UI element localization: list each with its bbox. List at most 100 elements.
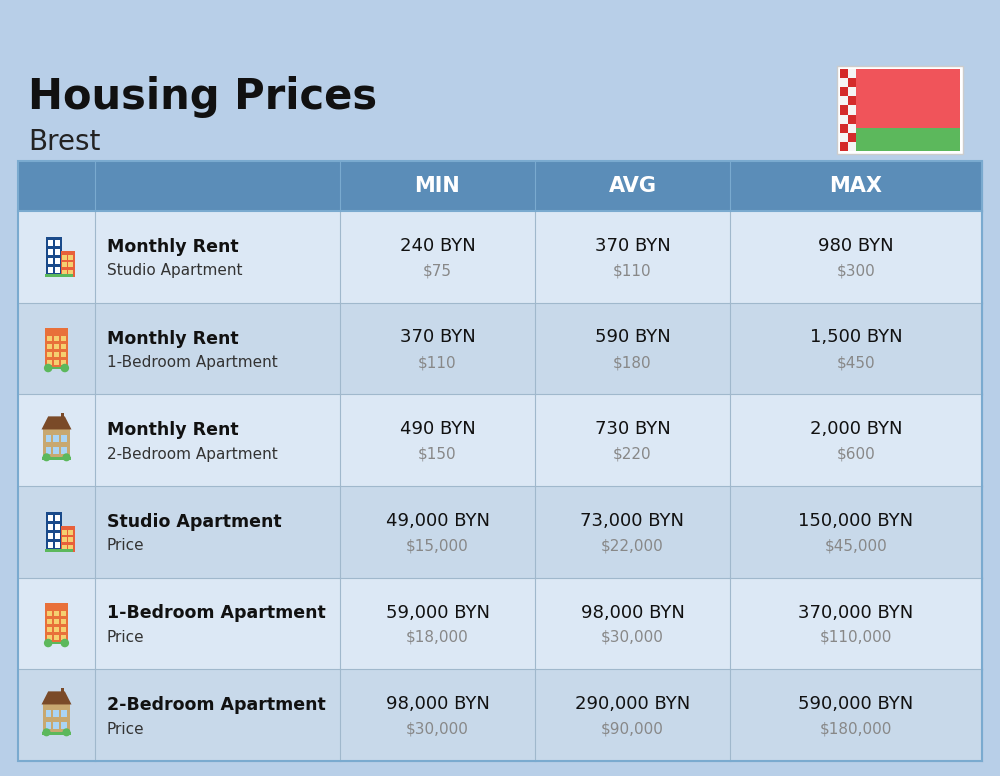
FancyBboxPatch shape — [68, 255, 73, 260]
FancyBboxPatch shape — [47, 636, 52, 640]
FancyBboxPatch shape — [45, 549, 73, 552]
Text: Monthly Rent: Monthly Rent — [107, 421, 239, 439]
FancyBboxPatch shape — [53, 709, 59, 717]
FancyBboxPatch shape — [61, 360, 66, 365]
Circle shape — [61, 365, 68, 372]
Circle shape — [43, 454, 50, 461]
Text: $18,000: $18,000 — [406, 630, 469, 645]
FancyBboxPatch shape — [61, 611, 66, 616]
FancyBboxPatch shape — [47, 336, 52, 341]
FancyBboxPatch shape — [840, 69, 960, 128]
FancyBboxPatch shape — [840, 133, 848, 142]
Text: 370 BYN: 370 BYN — [595, 237, 670, 255]
Polygon shape — [42, 417, 71, 429]
Text: Studio Apartment: Studio Apartment — [107, 263, 242, 279]
FancyBboxPatch shape — [61, 627, 66, 632]
Text: $30,000: $30,000 — [601, 630, 664, 645]
FancyBboxPatch shape — [45, 603, 68, 644]
FancyBboxPatch shape — [848, 106, 856, 115]
Text: Monthly Rent: Monthly Rent — [107, 330, 239, 348]
FancyBboxPatch shape — [46, 435, 51, 442]
Text: 1-Bedroom Apartment: 1-Bedroom Apartment — [107, 355, 278, 370]
FancyBboxPatch shape — [55, 249, 60, 255]
Text: 490 BYN: 490 BYN — [400, 420, 475, 438]
FancyBboxPatch shape — [61, 526, 75, 552]
FancyBboxPatch shape — [18, 161, 982, 211]
FancyBboxPatch shape — [54, 352, 59, 358]
FancyBboxPatch shape — [61, 636, 66, 640]
FancyBboxPatch shape — [61, 447, 67, 454]
FancyBboxPatch shape — [43, 429, 70, 458]
FancyBboxPatch shape — [840, 78, 848, 87]
FancyBboxPatch shape — [48, 542, 53, 548]
FancyBboxPatch shape — [848, 87, 856, 96]
FancyBboxPatch shape — [61, 336, 66, 341]
FancyBboxPatch shape — [47, 619, 52, 625]
FancyBboxPatch shape — [48, 514, 53, 521]
FancyBboxPatch shape — [18, 211, 982, 303]
Text: $15,000: $15,000 — [406, 539, 469, 553]
Text: 590 BYN: 590 BYN — [595, 328, 670, 347]
FancyBboxPatch shape — [68, 262, 73, 267]
Text: Price: Price — [107, 539, 145, 553]
FancyBboxPatch shape — [18, 303, 982, 394]
FancyBboxPatch shape — [48, 240, 53, 246]
Circle shape — [61, 639, 68, 646]
FancyBboxPatch shape — [61, 709, 67, 717]
FancyBboxPatch shape — [840, 87, 848, 96]
FancyBboxPatch shape — [46, 237, 62, 277]
FancyBboxPatch shape — [54, 336, 59, 341]
Text: 150,000 BYN: 150,000 BYN — [798, 512, 914, 530]
FancyBboxPatch shape — [61, 722, 67, 729]
FancyBboxPatch shape — [848, 133, 856, 142]
FancyBboxPatch shape — [55, 240, 60, 246]
Text: 980 BYN: 980 BYN — [818, 237, 894, 255]
Circle shape — [45, 639, 52, 646]
FancyBboxPatch shape — [68, 530, 73, 535]
Text: 73,000 BYN: 73,000 BYN — [580, 512, 684, 530]
FancyBboxPatch shape — [53, 435, 59, 442]
FancyBboxPatch shape — [46, 447, 51, 454]
FancyBboxPatch shape — [45, 642, 68, 644]
Text: 59,000 BYN: 59,000 BYN — [386, 604, 490, 622]
Text: Price: Price — [107, 722, 145, 736]
Text: 290,000 BYN: 290,000 BYN — [575, 695, 690, 713]
Text: $30,000: $30,000 — [406, 722, 469, 736]
FancyBboxPatch shape — [18, 486, 982, 577]
FancyBboxPatch shape — [61, 352, 66, 358]
FancyBboxPatch shape — [45, 328, 68, 369]
Text: $22,000: $22,000 — [601, 539, 664, 553]
FancyBboxPatch shape — [47, 360, 52, 365]
FancyBboxPatch shape — [61, 413, 64, 420]
FancyBboxPatch shape — [55, 524, 60, 530]
Text: $220: $220 — [613, 447, 652, 462]
Text: $300: $300 — [837, 263, 875, 279]
FancyBboxPatch shape — [848, 69, 856, 78]
FancyBboxPatch shape — [61, 435, 67, 442]
Text: $600: $600 — [837, 447, 875, 462]
FancyBboxPatch shape — [68, 545, 73, 549]
Text: MAX: MAX — [830, 176, 883, 196]
FancyBboxPatch shape — [62, 262, 67, 267]
Text: 730 BYN: 730 BYN — [595, 420, 670, 438]
Text: 98,000 BYN: 98,000 BYN — [386, 695, 489, 713]
FancyBboxPatch shape — [42, 733, 71, 735]
FancyBboxPatch shape — [48, 524, 53, 530]
FancyBboxPatch shape — [54, 611, 59, 616]
Text: 98,000 BYN: 98,000 BYN — [581, 604, 684, 622]
Text: Housing Prices: Housing Prices — [28, 76, 377, 118]
Text: $90,000: $90,000 — [601, 722, 664, 736]
FancyBboxPatch shape — [62, 530, 67, 535]
Circle shape — [43, 729, 50, 736]
FancyBboxPatch shape — [840, 106, 848, 115]
FancyBboxPatch shape — [55, 542, 60, 548]
Text: Price: Price — [107, 630, 145, 645]
FancyBboxPatch shape — [68, 538, 73, 542]
FancyBboxPatch shape — [53, 722, 59, 729]
Circle shape — [45, 365, 52, 372]
FancyBboxPatch shape — [840, 128, 960, 151]
FancyBboxPatch shape — [61, 251, 75, 277]
Text: 49,000 BYN: 49,000 BYN — [386, 512, 490, 530]
FancyBboxPatch shape — [55, 514, 60, 521]
FancyBboxPatch shape — [840, 69, 856, 151]
